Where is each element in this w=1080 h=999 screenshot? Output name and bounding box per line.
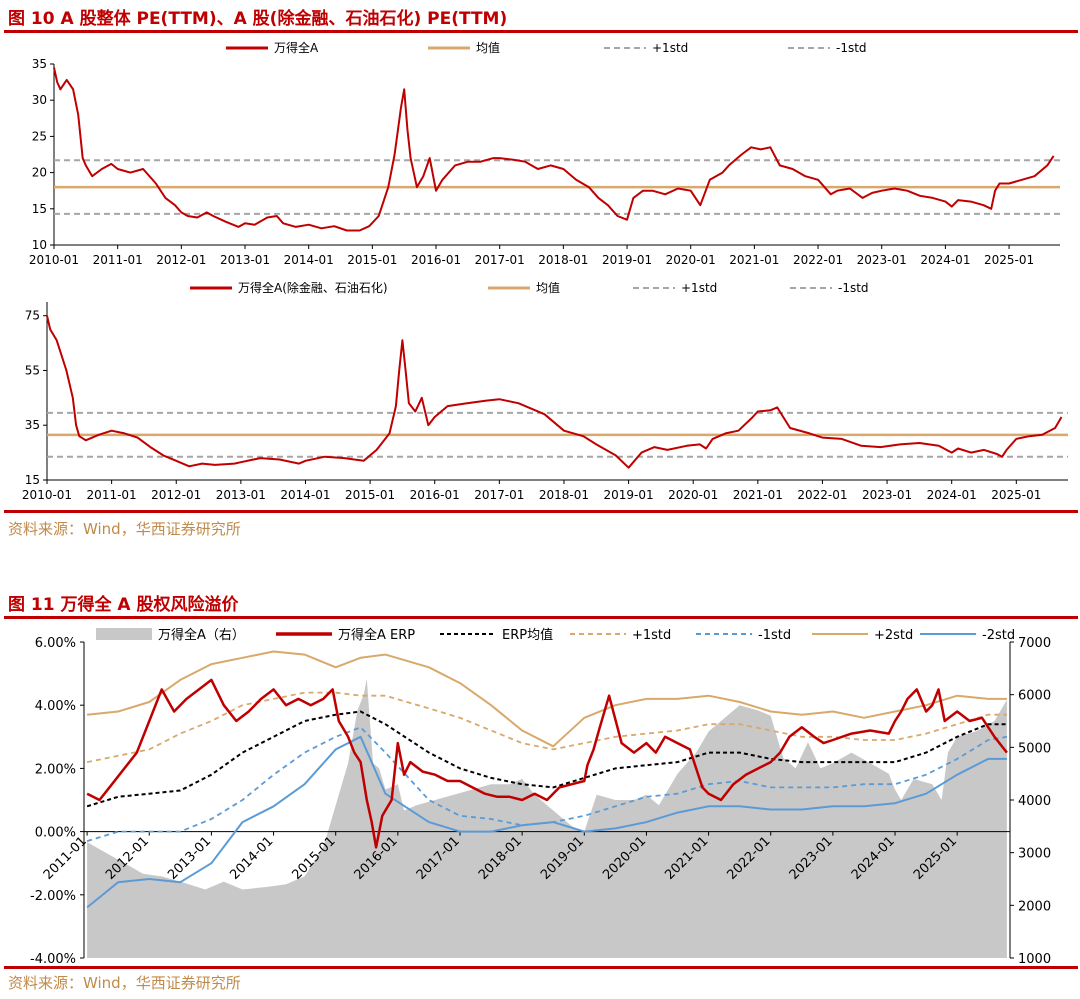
x-tick-label: 2014-01 [227,834,276,883]
x-tick-label: 2019-01 [604,488,654,502]
pe-chart-all-a: 10 15 20 25 30 35 2010-01 2011-01 2012-01 2013-01… [29,40,1060,267]
legend-label: +1std [652,41,688,55]
x-tick-label: 2023-01 [857,253,907,267]
plus2std-line [86,650,1007,748]
figure11-title: 图 11 万得全 A 股权风险溢价 [8,595,239,615]
x-tick-label: 2025-01 [991,488,1041,502]
x-tick-label: 2014-01 [280,488,330,502]
figure10-title: 图 10 A 股整体 PE(TTM)、A 股(除金融、石油石化) PE(TTM) [8,9,508,29]
right-tick-label: 6000 [1018,689,1051,704]
left-tick-label: 6.00% [35,636,76,651]
x-tick-label: 2015-01 [347,253,397,267]
left-tick-label: 2.00% [35,762,76,777]
legend-label: 万得全A(除金融、石油石化) [238,282,388,295]
x-tick-label: 2010-01 [22,488,72,502]
x-tick-label: 2024-01 [920,253,970,267]
x-tick-label: 2011-01 [41,834,90,883]
legend-label: -1std [758,628,791,643]
right-tick-label: 2000 [1018,899,1051,914]
x-tick-label: 2017-01 [474,488,524,502]
x-tick-label: 2023-01 [862,488,912,502]
legend-label: +1std [681,282,717,295]
x-tick-label: 2018-01 [538,253,588,267]
y-tick-label: 75 [25,309,40,323]
legend-swatch [96,628,152,640]
right-tick-label: 4000 [1018,794,1051,809]
y-tick-label: 35 [32,57,47,71]
x-tick-label: 2016-01 [411,253,461,267]
x-tick-label: 2024-01 [927,488,977,502]
x-tick-label: 2021-01 [729,253,779,267]
y-tick-label: 15 [32,202,47,216]
x-tick-label: 2022-01 [797,488,847,502]
x-tick-label: 2016-01 [410,488,460,502]
legend-label: 均值 [536,282,560,295]
figure10-bottom-rule [4,510,1078,513]
left-tick-label: 4.00% [35,699,76,714]
figure10-source: 资料来源：Wind，华西证券研究所 [8,520,241,538]
y-tick-label: 15 [25,473,40,487]
right-tick-label: 1000 [1018,952,1051,964]
minus1std-line [86,726,1008,842]
legend-label: -1std [838,282,869,295]
left-tick-label: 0.00% [35,826,76,841]
pe-series-line [46,315,1063,469]
figure10-top-rule [4,30,1078,33]
x-tick-label: 2022-01 [793,253,843,267]
left-tick-label: -4.00% [30,952,76,964]
figure11-bottom-rule [4,966,1078,969]
x-tick-label: 2011-01 [93,253,143,267]
legend-label: 万得全A（右） [158,627,245,643]
x-tick-label: 2019-01 [602,253,652,267]
x-tick-label: 2011-01 [87,488,137,502]
y-tick-label: 20 [32,166,47,180]
legend-label: 均值 [476,40,500,55]
right-tick-label: 7000 [1018,636,1051,651]
legend-label: 万得全A ERP [338,627,415,643]
pe-series-line [53,67,1055,232]
right-tick-label: 3000 [1018,847,1051,862]
legend-label: +1std [632,628,671,643]
x-tick-label: 2020-01 [666,253,716,267]
erp-line [86,678,1008,849]
x-tick-label: 2010-01 [29,253,79,267]
x-tick-label: 2013-01 [220,253,270,267]
legend-label: +2std [874,628,913,643]
y-tick-label: 55 [25,363,40,377]
figure11-top-rule [4,616,1078,619]
x-tick-label: 2013-01 [216,488,266,502]
x-tick-label: 2014-01 [284,253,334,267]
x-tick-label: 2020-01 [668,488,718,502]
figure11-source: 资料来源：Wind，华西证券研究所 [8,974,241,992]
right-tick-label: 5000 [1018,741,1051,756]
legend-label: ERP均值 [502,627,553,643]
x-tick-label: 2018-01 [539,488,589,502]
legend-label: 万得全A [274,40,319,55]
legend-label: -2std [982,628,1015,643]
x-tick-label: 2015-01 [345,488,395,502]
index-area [87,678,1007,958]
x-tick-label: 2012-01 [151,488,201,502]
x-tick-label: 2021-01 [733,488,783,502]
x-tick-label: 2017-01 [475,253,525,267]
y-tick-label: 35 [25,418,40,432]
left-tick-label: -2.00% [30,889,76,904]
erp-chart: 6.00% 4.00% 2.00% 0.00% -2.00% -4.00% 7000 6000… [30,627,1051,964]
plus1std-line [86,691,1007,763]
y-tick-label: 10 [32,238,47,252]
erp-mean-line [86,710,1007,808]
x-tick-label: 2012-01 [156,253,206,267]
legend-label: -1std [836,41,867,55]
y-tick-label: 25 [32,129,47,143]
y-tick-label: 30 [32,93,47,107]
pe-chart-ex-financial: 15 35 55 75 2010-01 2011-01 2012-01 2013-01 2014… [22,282,1068,502]
x-tick-label: 2025-01 [984,253,1034,267]
